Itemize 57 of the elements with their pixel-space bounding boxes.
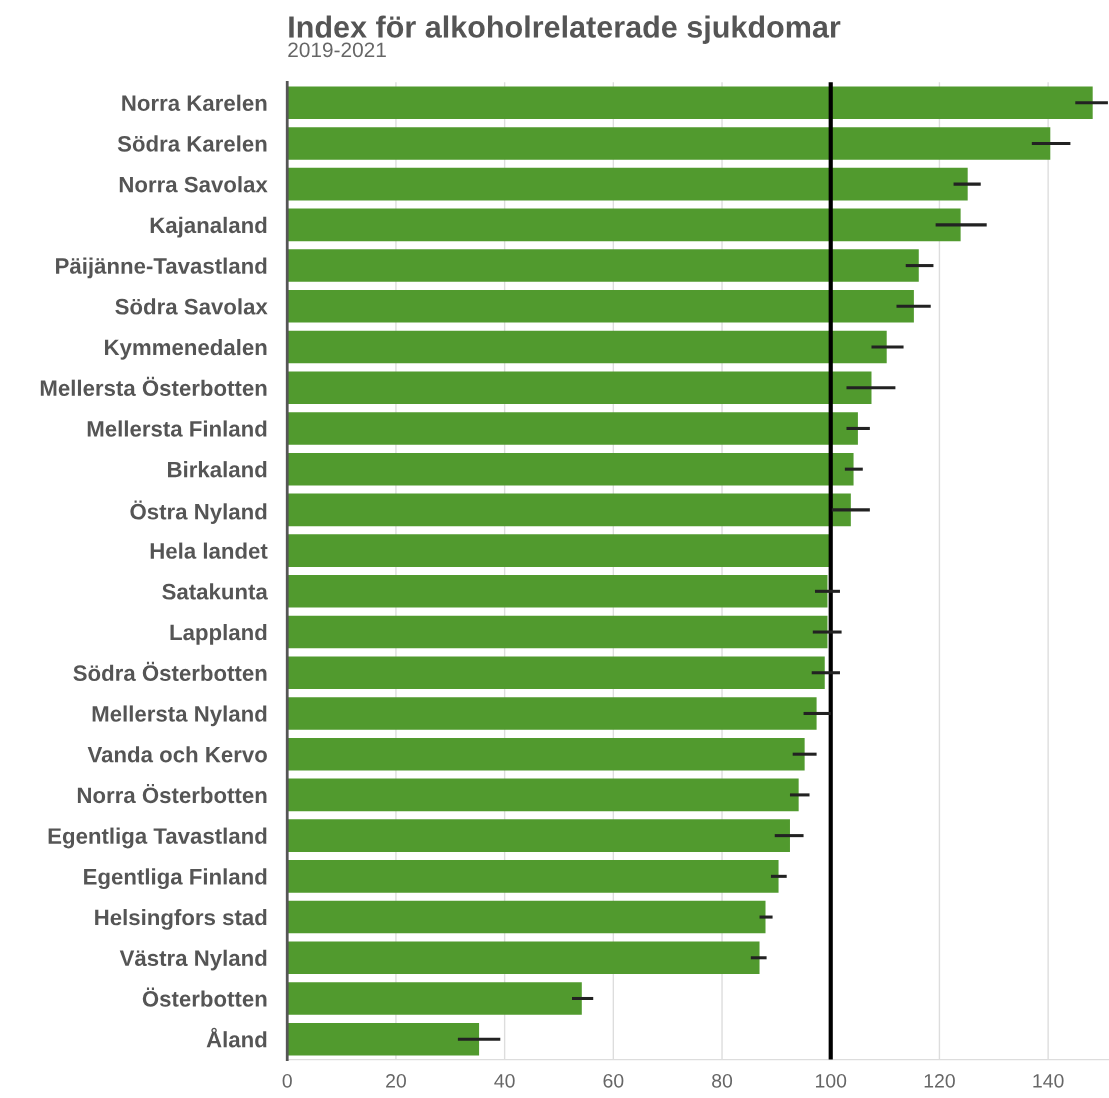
y-tick-label: Östra Nyland: [130, 500, 267, 524]
bar: [287, 982, 582, 1015]
y-tick-label: Norra Österbotten: [77, 783, 267, 804]
y-tick-label: Västra Nyland: [119, 949, 267, 971]
bar: [287, 452, 854, 486]
y-tick-label: Södra Österbotten: [73, 661, 267, 682]
y-tick-label: Satakunta: [162, 583, 268, 600]
bar: [287, 656, 825, 690]
y-tick-label: Päijänne-Tavastland: [56, 257, 267, 279]
bar: [287, 575, 828, 608]
bar: [287, 615, 828, 649]
y-tick-label: Helsingfors stad: [95, 909, 267, 930]
bar: [287, 127, 1051, 160]
bar: [287, 493, 851, 527]
bar: [287, 534, 831, 567]
y-tick-label: Södra Karelen: [117, 135, 267, 152]
y-tick-label: Hela landet: [150, 542, 268, 559]
y-tick-label: Vanda och Kervo: [87, 746, 267, 763]
x-tick-label: 0: [282, 1073, 292, 1088]
bar: [287, 941, 760, 975]
y-tick-label: Österbotten: [142, 987, 267, 1007]
bar: [287, 697, 817, 730]
bar: [287, 737, 805, 771]
bar: [287, 208, 961, 242]
bar: [287, 290, 914, 323]
x-tick-label: 140: [1033, 1073, 1064, 1088]
x-tick-label: 20: [386, 1073, 406, 1088]
bar: [287, 330, 887, 364]
bar: [287, 900, 766, 934]
chart-subtitle: 2019-2021: [288, 42, 386, 58]
x-tick-label: 60: [603, 1073, 624, 1088]
bar: [287, 860, 779, 893]
bar: [287, 371, 872, 405]
y-tick-label: Egentliga Tavastland: [48, 827, 267, 849]
x-tick-label: 120: [924, 1073, 955, 1088]
x-tick-label: 80: [712, 1073, 733, 1088]
x-tick-label: 100: [815, 1073, 847, 1088]
y-tick-label: Lappland: [170, 623, 267, 645]
y-tick-label: Birkaland: [168, 461, 267, 478]
bar: [287, 167, 968, 201]
bar: [287, 86, 1093, 119]
y-tick-label: Södra Savolax: [115, 298, 268, 315]
bar: [287, 778, 799, 812]
y-tick-label: Norra Karelen: [122, 94, 267, 111]
bar: [287, 249, 919, 282]
y-tick-label: Kymmenedalen: [105, 338, 267, 360]
y-tick-label: Åland: [206, 1027, 267, 1048]
bar: [287, 412, 858, 445]
x-tick-label: 40: [494, 1073, 515, 1088]
y-tick-label: Mellersta Finland: [87, 420, 267, 437]
bar: [287, 1022, 480, 1056]
y-tick-label: Norra Savolax: [119, 176, 268, 193]
y-tick-label: Mellersta Nyland: [92, 705, 267, 727]
y-tick-label: Egentliga Finland: [84, 868, 267, 890]
y-tick-label: Kajanaland: [150, 216, 267, 238]
y-tick-label: Mellersta Österbotten: [40, 376, 267, 396]
bar: [287, 819, 790, 852]
